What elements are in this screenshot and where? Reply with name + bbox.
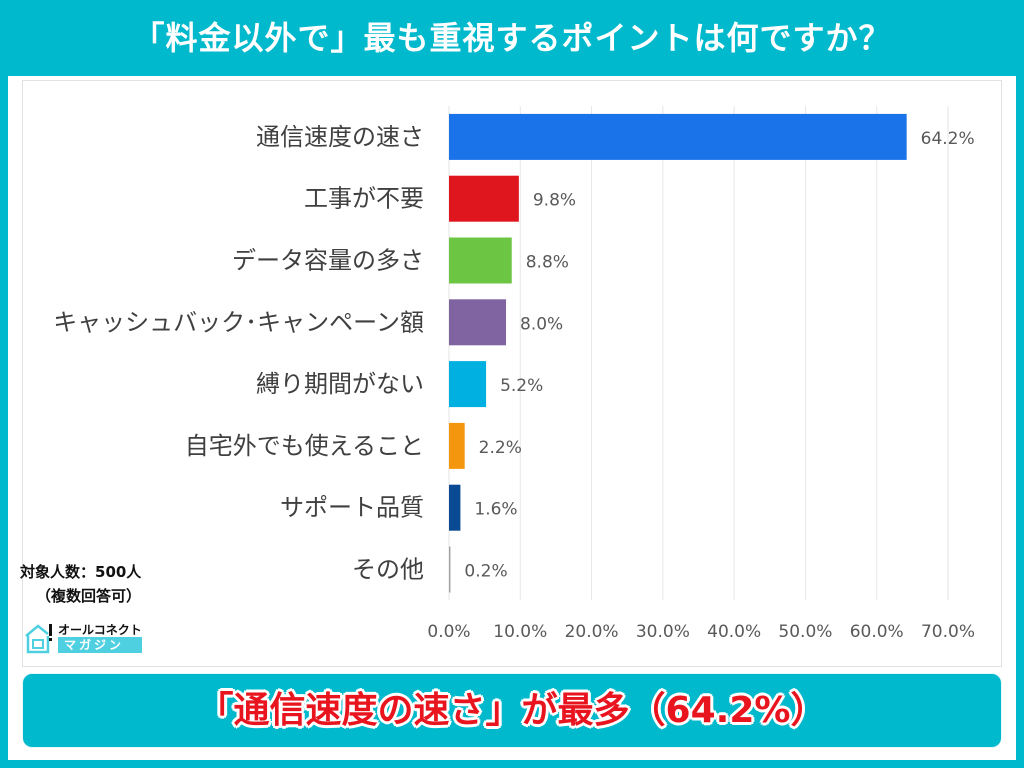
category-label: 縛り期間がない — [256, 370, 424, 398]
value-label: 8.8% — [526, 253, 569, 273]
value-label: 1.6% — [474, 500, 517, 520]
house-logo-icon — [25, 624, 52, 654]
x-tick-label: 10.0% — [493, 622, 547, 642]
category-label: 工事が不要 — [304, 185, 424, 213]
category-label: サポート品質 — [280, 494, 424, 522]
bar — [449, 361, 487, 408]
sample-note: 対象人数：500人 （複数回答可） — [20, 560, 141, 608]
value-label: 64.2% — [921, 129, 975, 149]
bar — [449, 422, 465, 469]
bar — [449, 299, 507, 346]
conclusion-banner: 「通信速度の速さ」が最多（64.2%） — [22, 673, 1002, 748]
category-label: データ容量の多さ — [232, 247, 424, 275]
x-tick-label: 20.0% — [565, 622, 619, 642]
category-label: その他 — [352, 556, 424, 584]
bar — [449, 175, 519, 222]
logo-line1: オールコネクト — [58, 623, 142, 637]
value-label: 5.2% — [500, 376, 543, 396]
x-tick-label: 50.0% — [778, 622, 832, 642]
conclusion-text: 「通信速度の速さ」が最多（64.2%） — [197, 690, 827, 731]
category-label: 自宅外でも使えること — [185, 432, 424, 460]
bar — [449, 484, 461, 531]
bar — [449, 113, 907, 160]
sample-size: 対象人数：500人 — [20, 563, 142, 581]
value-label: 9.8% — [533, 191, 576, 211]
x-tick-label: 70.0% — [921, 622, 975, 642]
category-label: キャッシュバック･キャンペーン額 — [53, 308, 424, 336]
bar — [449, 237, 512, 284]
value-label: 8.0% — [520, 314, 563, 334]
multiple-answers-note: （複数回答可） — [36, 587, 142, 605]
logo-line2: マガジン — [58, 637, 142, 653]
x-tick-label: 60.0% — [850, 622, 904, 642]
value-label: 0.2% — [464, 562, 507, 582]
logo: オールコネクト マガジン — [24, 622, 142, 654]
x-tick-label: 0.0% — [427, 622, 470, 642]
x-tick-label: 40.0% — [707, 622, 761, 642]
value-label: 2.2% — [479, 438, 522, 458]
page-title: 「料金以外で」最も重視するポイントは何ですか？ — [132, 19, 892, 57]
x-tick-label: 30.0% — [636, 622, 690, 642]
category-label: 通信速度の速さ — [256, 123, 424, 151]
bar — [449, 546, 451, 593]
